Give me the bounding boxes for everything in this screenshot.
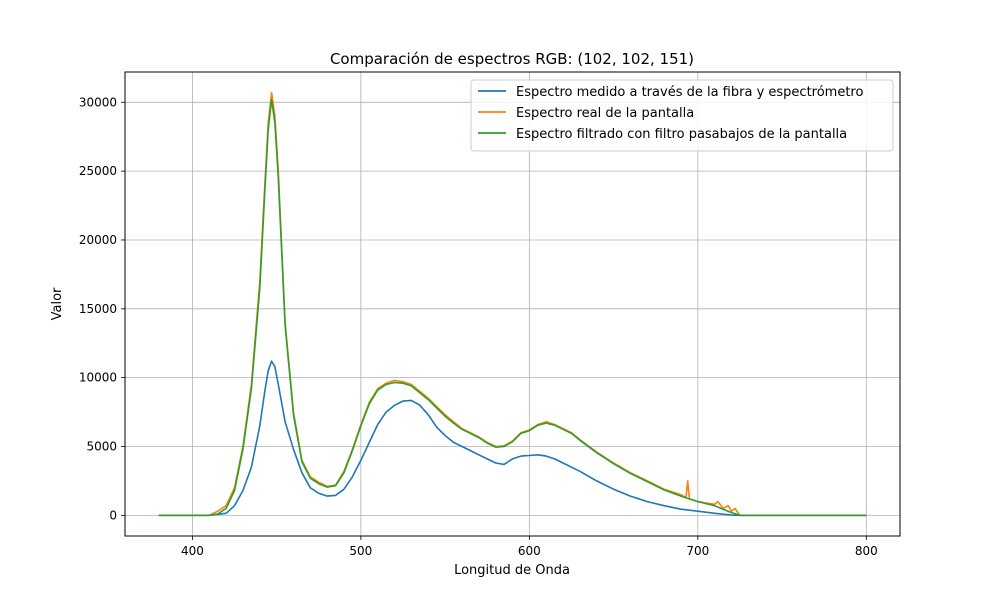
y-tick-label: 0 bbox=[109, 508, 117, 522]
legend-label: Espectro real de la pantalla bbox=[516, 106, 694, 121]
legend-label: Espectro medido a través de la fibra y e… bbox=[516, 85, 863, 100]
y-tick-label: 15000 bbox=[79, 302, 117, 316]
y-tick-label: 25000 bbox=[79, 164, 117, 178]
y-tick-label: 20000 bbox=[79, 233, 117, 247]
chart-title: Comparación de espectros RGB: (102, 102,… bbox=[330, 50, 694, 68]
series-layer bbox=[158, 91, 867, 517]
plot-frame bbox=[124, 71, 901, 537]
x-tick-label: 800 bbox=[855, 544, 878, 558]
y-axis-label: Valor bbox=[50, 287, 65, 320]
legend-box bbox=[470, 79, 894, 152]
legend: Espectro medido a través de la fibra y e… bbox=[470, 79, 894, 152]
legend-label: Espectro filtrado con filtro pasabajos d… bbox=[516, 127, 847, 142]
y-tick-label: 30000 bbox=[79, 95, 117, 109]
x-tick-label: 400 bbox=[181, 544, 204, 558]
y-tick-label: 5000 bbox=[86, 440, 117, 454]
x-tick-label: 500 bbox=[349, 544, 372, 558]
series-line-1 bbox=[158, 360, 867, 517]
tick-layer: 400 500 600 700 800 0 5000 10000 15000 20000 25000… bbox=[79, 95, 878, 558]
x-axis-label: Longitud de Onda bbox=[454, 563, 570, 578]
x-tick-label: 700 bbox=[686, 544, 709, 558]
series-line-3 bbox=[158, 98, 867, 517]
x-tick-label: 600 bbox=[518, 544, 541, 558]
y-tick-label: 10000 bbox=[79, 371, 117, 385]
